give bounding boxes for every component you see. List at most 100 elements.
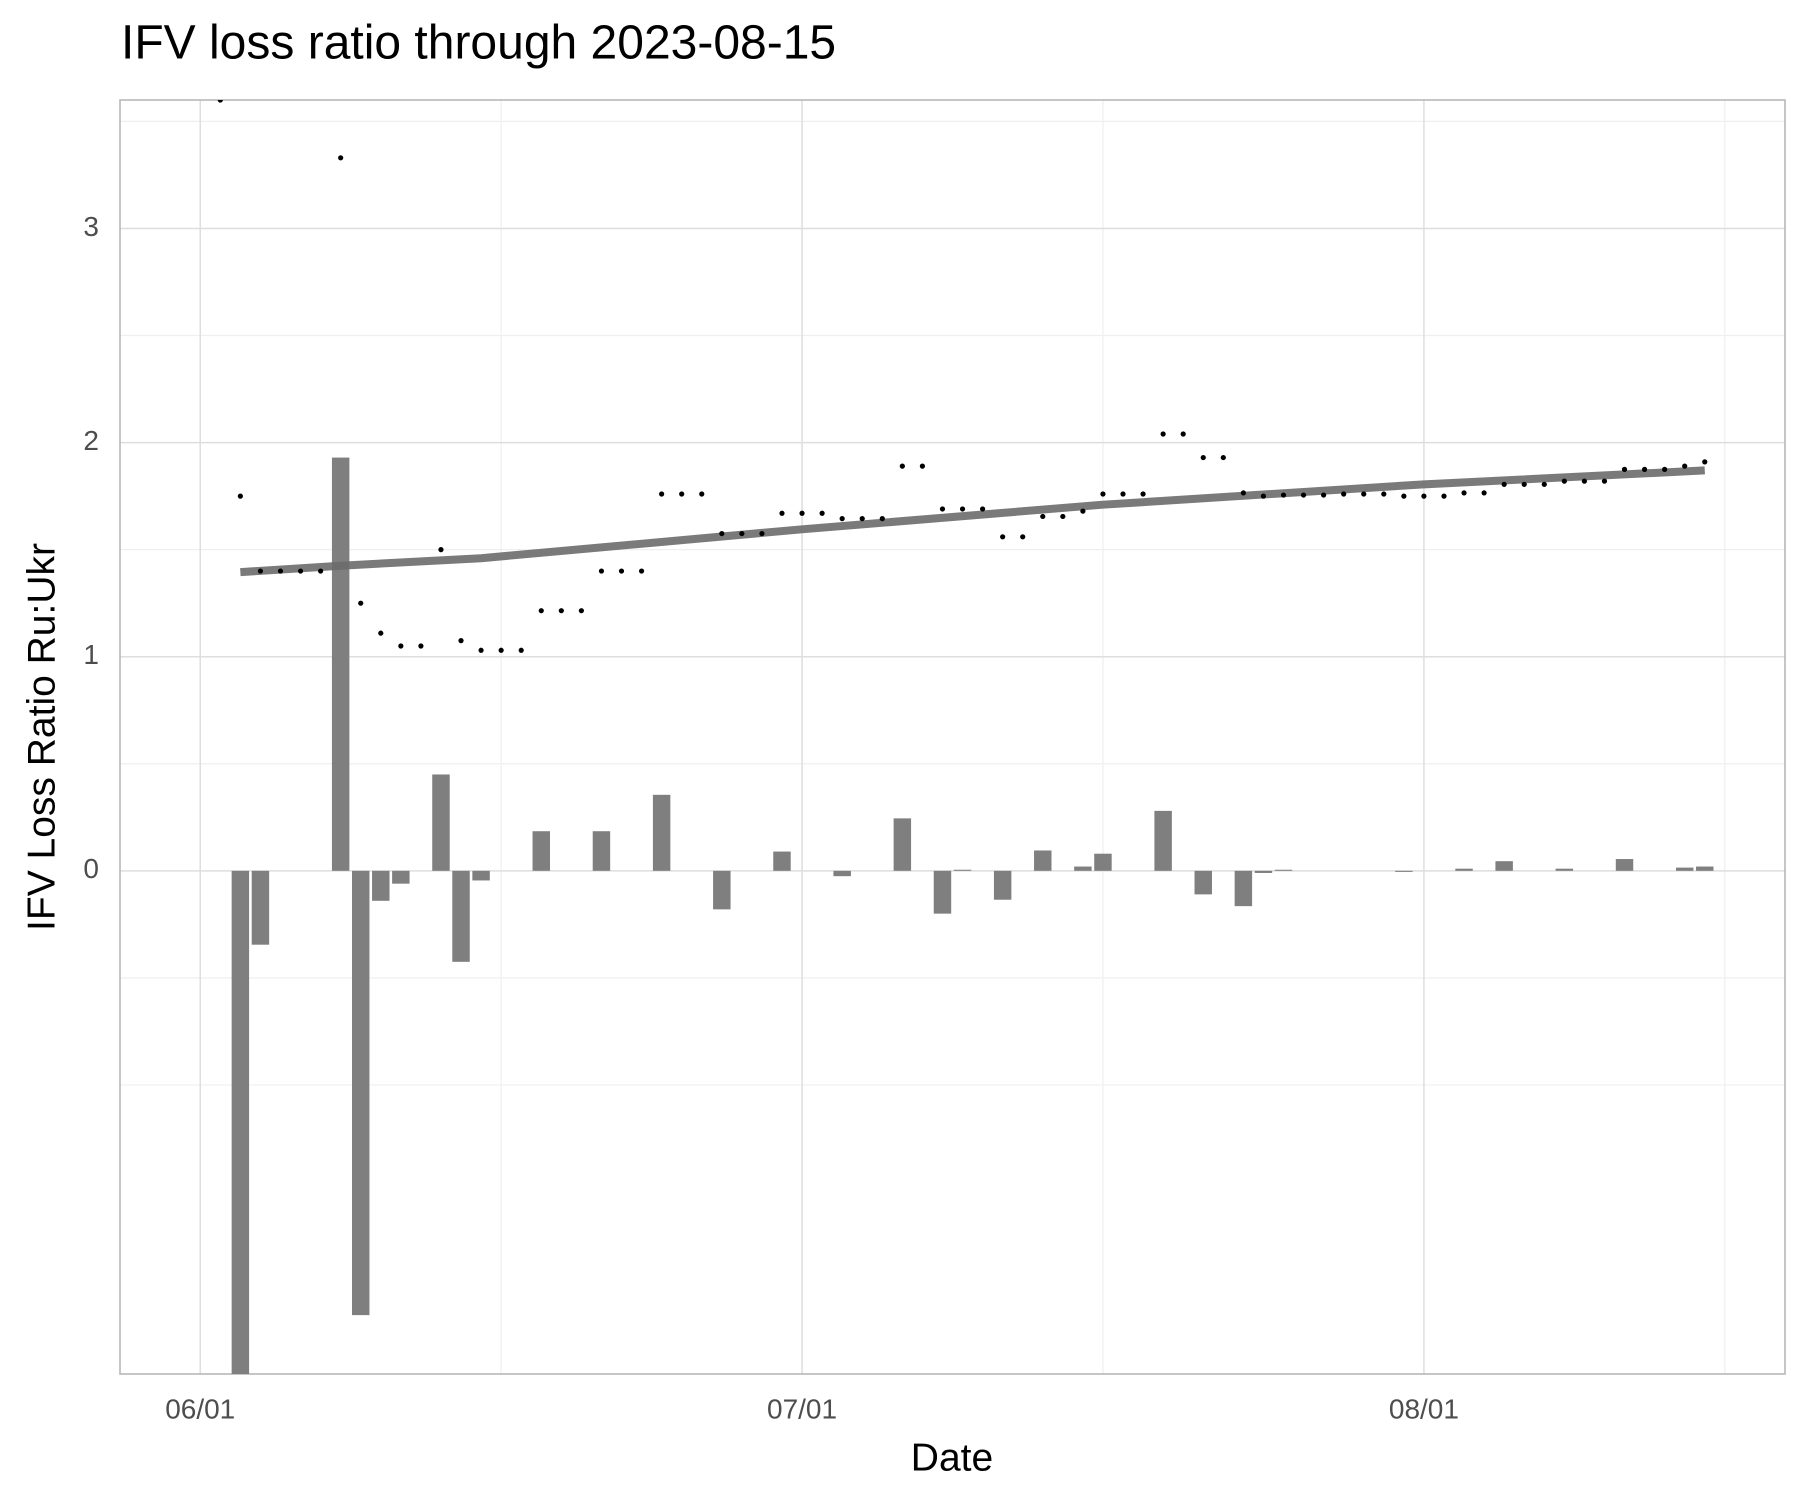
point — [1220, 454, 1226, 461]
point — [1341, 491, 1347, 497]
bar — [231, 870, 250, 1374]
point — [779, 510, 785, 516]
bar — [652, 794, 671, 871]
y-tick-label: 3 — [83, 211, 99, 242]
bar — [1234, 870, 1253, 907]
point — [558, 608, 564, 614]
point — [598, 568, 605, 574]
bar — [1034, 850, 1052, 871]
point — [458, 638, 464, 644]
point — [498, 647, 504, 653]
point — [1060, 513, 1066, 520]
point — [979, 506, 986, 512]
point — [879, 516, 885, 522]
point — [819, 510, 825, 516]
bar — [773, 851, 791, 871]
bar — [351, 870, 370, 1316]
point — [618, 568, 625, 574]
point — [759, 530, 765, 537]
point — [1120, 491, 1126, 497]
x-axis-title: Date — [911, 1436, 993, 1479]
bar — [833, 870, 851, 877]
bar — [1254, 870, 1273, 873]
bar — [472, 870, 490, 881]
bar — [993, 870, 1012, 900]
point — [578, 608, 584, 614]
point — [939, 506, 946, 512]
bar — [1696, 866, 1714, 871]
y-tick-label: 2 — [83, 425, 99, 456]
point — [1682, 463, 1688, 469]
point — [1702, 459, 1708, 465]
point — [1020, 534, 1026, 540]
point — [398, 643, 404, 649]
point — [1260, 493, 1267, 499]
point — [338, 155, 344, 161]
x-tick-label: 06/01 — [165, 1393, 235, 1424]
point — [638, 568, 645, 574]
bar — [1455, 868, 1473, 871]
point — [1180, 431, 1186, 437]
bar — [1274, 869, 1293, 871]
point — [739, 530, 745, 537]
point — [1321, 492, 1327, 498]
x-tick-label: 08/01 — [1389, 1393, 1459, 1424]
point — [1300, 492, 1307, 498]
point — [1501, 481, 1507, 487]
point — [1662, 466, 1668, 472]
point — [719, 530, 725, 537]
point — [1481, 490, 1487, 496]
point — [1080, 508, 1086, 514]
point — [518, 647, 524, 653]
point — [1200, 454, 1206, 461]
point — [1561, 478, 1567, 484]
bar — [1074, 866, 1092, 871]
bar — [251, 870, 270, 945]
point — [237, 493, 243, 499]
bar — [1094, 853, 1112, 871]
bar — [1154, 810, 1172, 871]
bar — [452, 870, 470, 962]
point — [1601, 478, 1608, 484]
point — [438, 547, 444, 553]
point — [1160, 431, 1166, 437]
point — [418, 643, 424, 649]
point — [378, 630, 384, 636]
trend-line — [240, 466, 1705, 577]
bar — [1495, 861, 1513, 871]
point — [899, 463, 905, 469]
point — [1040, 513, 1046, 520]
point — [297, 568, 304, 574]
bar — [713, 870, 731, 910]
point — [679, 491, 685, 497]
point — [217, 100, 223, 103]
point — [919, 463, 926, 469]
point — [538, 608, 544, 614]
point — [277, 568, 284, 574]
bar — [1194, 870, 1212, 895]
bar — [1615, 859, 1634, 871]
bar — [1555, 868, 1574, 871]
bar — [392, 870, 410, 884]
y-tick-label: 0 — [83, 853, 99, 884]
point — [1140, 491, 1146, 497]
bar — [953, 869, 972, 871]
bar — [331, 457, 350, 871]
point — [1100, 491, 1106, 497]
point — [1381, 491, 1387, 497]
point — [1361, 491, 1367, 497]
chart-title: IFV loss ratio through 2023-08-15 — [121, 17, 836, 70]
point — [1541, 481, 1547, 487]
point — [959, 506, 966, 512]
point — [1621, 466, 1628, 472]
y-axis-title: IFV Loss Ratio Ru:Ukr — [20, 543, 63, 931]
point — [699, 491, 705, 497]
point — [257, 568, 264, 574]
point — [1521, 481, 1527, 487]
point — [318, 568, 324, 574]
bar — [592, 831, 611, 871]
point — [478, 647, 484, 653]
panel-border — [119, 99, 1786, 1375]
